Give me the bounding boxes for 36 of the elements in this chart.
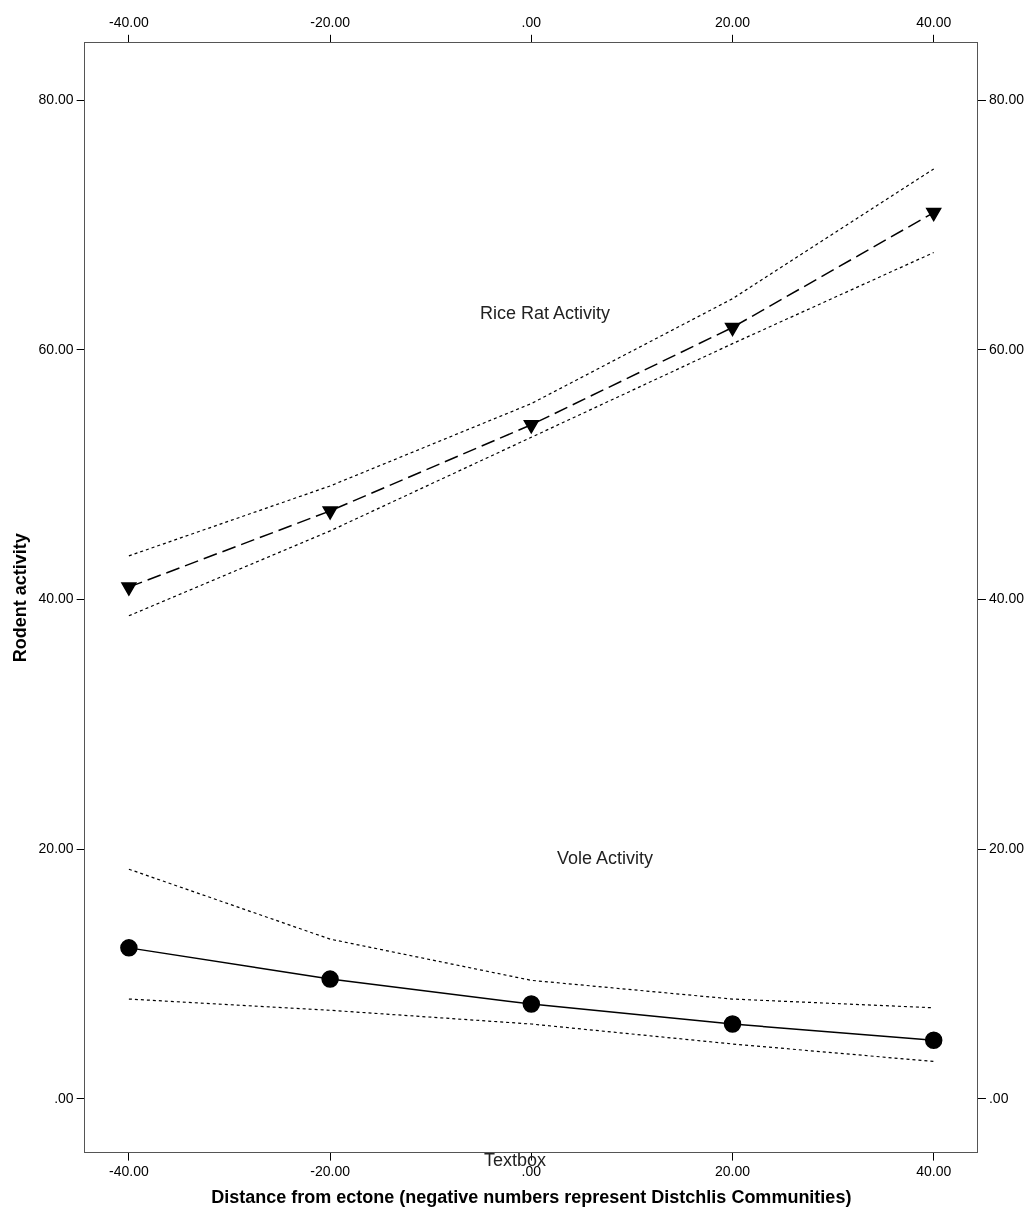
x2-tick-label: .00 xyxy=(521,14,542,31)
point xyxy=(321,970,339,988)
line-series xyxy=(128,998,935,1063)
annotation: Vole Activity xyxy=(556,847,654,869)
point xyxy=(723,1015,742,1033)
x2-tick-label: 40.00 xyxy=(916,14,952,31)
y-tick-label: 40.00 xyxy=(38,590,74,607)
y-tick-label: .00 xyxy=(54,1089,74,1106)
y-axis-title: Rodent activity xyxy=(9,533,30,663)
line-series xyxy=(128,251,935,617)
y-tick-label: 20.00 xyxy=(38,840,74,857)
point xyxy=(522,995,541,1013)
x-tick-label: 40.00 xyxy=(916,1162,952,1179)
point xyxy=(121,582,137,596)
y2-tick-label: 20.00 xyxy=(988,840,1025,857)
point xyxy=(120,939,138,957)
y2-tick-label: 80.00 xyxy=(988,91,1025,108)
line-series xyxy=(128,168,935,557)
x2-tick-label: 20.00 xyxy=(714,14,751,31)
x-tick-label: 20.00 xyxy=(714,1162,751,1179)
x-tick-label: -20.00 xyxy=(310,1162,351,1179)
y-tick-label: 80.00 xyxy=(38,91,74,108)
x-axis-title: Distance from ectone (negative numbers represent Distchlis Communities) xyxy=(211,1187,852,1208)
x2-tick-label: -20.00 xyxy=(310,14,351,31)
point xyxy=(724,322,741,337)
x2-tick-label: -40.00 xyxy=(109,14,149,31)
point xyxy=(322,506,338,520)
y2-tick-label: 40.00 xyxy=(988,590,1025,607)
y2-tick-label: .00 xyxy=(988,1089,1009,1106)
point xyxy=(523,420,539,434)
y2-tick-label: 60.00 xyxy=(988,340,1025,357)
y-tick-label: 60.00 xyxy=(38,340,74,357)
x-tick-label: -40.00 xyxy=(109,1162,149,1179)
point xyxy=(926,207,942,222)
annotation: Rice Rat Activity xyxy=(479,302,611,324)
point xyxy=(924,1031,943,1049)
